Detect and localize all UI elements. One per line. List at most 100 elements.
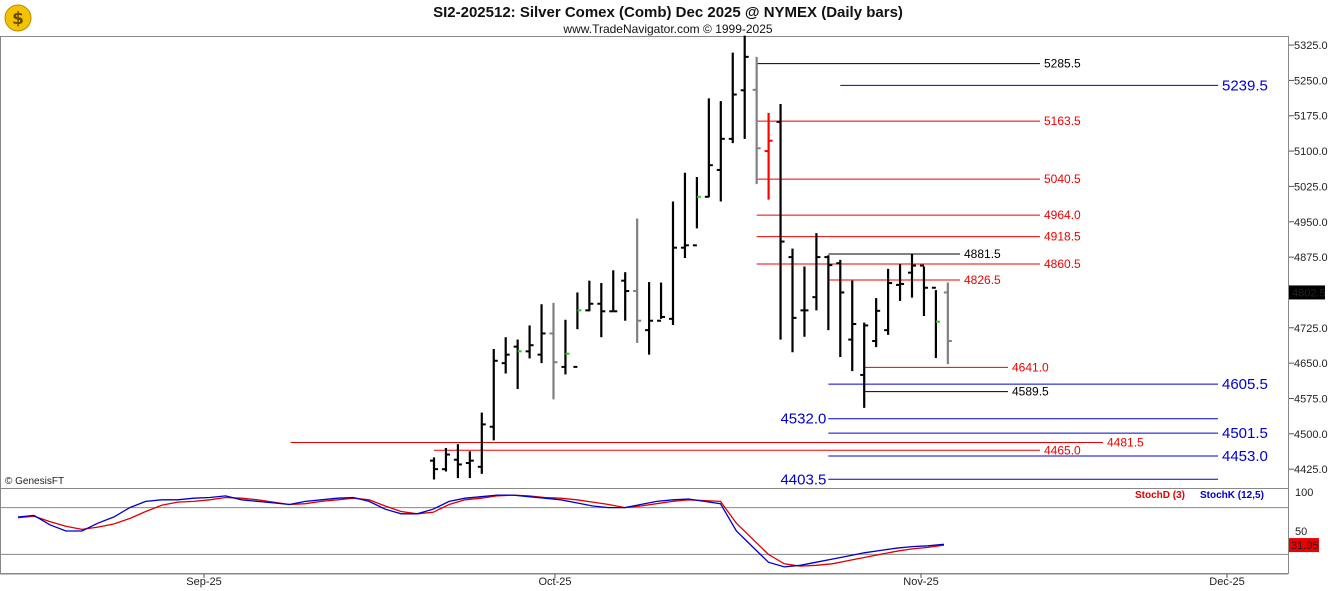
ohlc-bar [836,259,845,358]
logo-glyph: $ [12,9,24,29]
price-axis: 5325.0 5250.0 5175.0 5100.0 5025.0 4950.0 4875… [1289,40,1328,476]
ohlc-bar [477,412,486,474]
price-bars [430,35,952,480]
price-tick-label: 5250.0 [1294,75,1328,87]
price-tick-label: 4650.0 [1294,358,1328,370]
last-price-label: 4802.5 [1292,287,1326,299]
ohlc-bar [740,35,749,139]
price-tick-label: 4875.0 [1294,252,1328,264]
ohlc-bar [561,319,570,375]
watermark: © GenesisFT [5,476,64,487]
price-tick-label: 5175.0 [1294,111,1328,123]
last-price-badge [1289,285,1325,300]
ohlc-bar [549,302,558,400]
price-levels: 5285.5 5239.5 5163.5 5040.5 4964.0 4918.5 4881… [290,57,1268,488]
level-label: 4481.5 [1107,436,1144,450]
ohlc-bar [812,233,821,311]
ohlc-bar [525,325,534,359]
ohlc-bar [919,264,928,317]
dollar-sign-trophy-icon [4,4,32,32]
price-tick-label: 4500.0 [1294,429,1328,441]
level-label: 4501.5 [1222,425,1268,442]
stoch-axis: 100 50 31.95 [0,487,1319,555]
price-tick-label: 5100.0 [1294,146,1328,158]
ohlc-bar [489,348,498,441]
ohlc-bar [453,444,462,479]
price-tick-label: 4425.0 [1294,464,1328,476]
ohlc-bar [430,457,438,480]
level-label: 5285.5 [1044,57,1081,71]
ohlc-bar [752,56,761,185]
ohlc-bar [872,298,881,348]
level-label: 4860.5 [1044,257,1081,271]
ohlc-bar [537,304,546,364]
level-label: 4403.5 [780,471,826,488]
price-tick-label: 5325.0 [1294,40,1328,52]
stoch-last-label: 31.95 [1291,540,1319,552]
level-label: 4918.5 [1044,230,1081,244]
time-tick-label: Sep-25 [186,576,221,588]
time-tick-label: Oct-25 [538,576,571,588]
ohlc-bar [776,103,785,340]
level-label: 5163.5 [1044,114,1081,128]
ohlc-bar [896,264,905,301]
level-label: 5040.5 [1044,172,1081,186]
ohlc-bar [860,322,869,408]
ohlc-bar [657,282,666,322]
ohlc-bar [764,112,773,200]
level-label: 4881.5 [964,247,1001,261]
level-label: 4641.0 [1012,360,1049,374]
stoch-series-line [17,494,945,567]
ohlc-bar [680,172,689,259]
stoch-last-badge [1289,538,1319,553]
ohlc-bar [908,254,916,298]
ohlc-bar [824,255,833,331]
level-label: 4532.0 [780,411,826,428]
ohlc-bar [728,52,737,144]
legend-stochd: StochD (3) [1135,490,1185,501]
ohlc-bar [884,268,893,335]
ohlc-bar [513,339,522,390]
ohlc-bar [931,286,940,358]
level-label: 4453.0 [1222,448,1268,465]
time-tick-label: Nov-25 [903,576,938,588]
price-panel-frame [0,36,1289,489]
price-tick-label: 4950.0 [1294,217,1328,229]
ohlc-bar [501,337,510,374]
ohlc-bar [465,451,474,479]
ohlc-bar [943,282,952,365]
ohlc-bar [441,447,450,472]
time-tick-label: Dec-25 [1209,576,1244,588]
stoch-tick-label: 100 [1295,487,1313,499]
legend-stochk: StochK (12,5) [1200,490,1264,501]
level-label: 4826.5 [964,273,1001,287]
ohlc-bar [621,272,630,321]
stoch-tick-label: 50 [1295,526,1307,538]
ohlc-bar [716,101,725,202]
stoch-lines [17,494,945,568]
level-label: 4465.0 [1044,443,1081,457]
time-axis: Sep-25 Oct-25 Nov-25 Dec-25 [186,574,1245,588]
ohlc-bar [788,248,797,353]
ohlc-bar [800,266,809,337]
ohlc-bar [645,282,654,355]
level-label: 4589.5 [1012,385,1049,399]
stoch-series-line [17,494,945,568]
level-label: 5239.5 [1222,77,1268,94]
level-label: 4964.0 [1044,208,1081,222]
ohlc-bar [848,280,857,372]
ohlc-bar [704,98,713,198]
logo: $ [4,4,32,32]
price-tick-label: 4575.0 [1294,393,1328,405]
ohlc-bar [669,201,677,325]
ohlc-bar [633,218,642,343]
ohlc-bar [609,270,618,313]
ohlc-bar [692,177,701,247]
chart-title: SI2-202512: Silver Comex (Comb) Dec 2025… [433,4,903,21]
ohlc-bar [597,283,606,338]
price-tick-label: 5025.0 [1294,181,1328,193]
ohlc-bar [585,280,594,312]
price-tick-label: 4725.0 [1294,323,1328,335]
chart-subtitle: www.TradeNavigator.com © 1999-2025 [562,22,772,36]
